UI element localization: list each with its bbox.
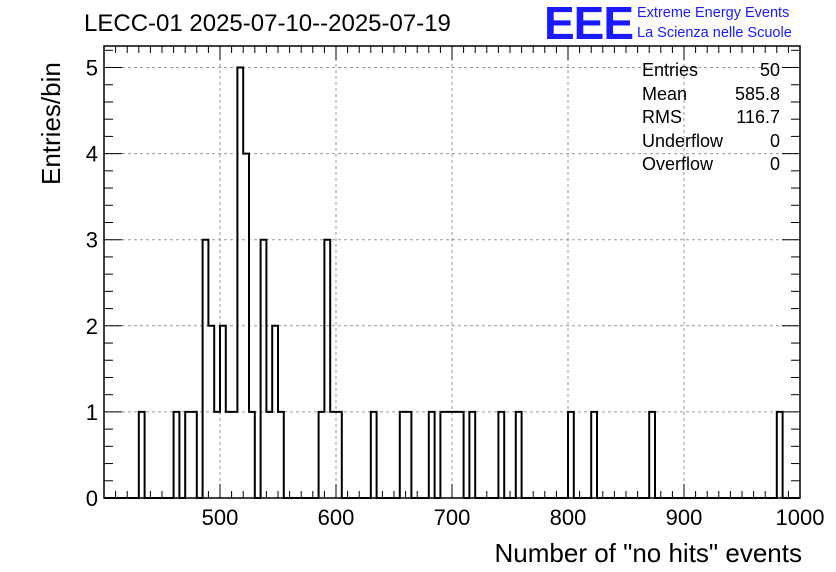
stat-row-overflow: Overflow 0: [642, 153, 780, 177]
x-tick-label: 900: [666, 505, 703, 530]
stat-value: 585.8: [734, 83, 780, 104]
eee-logo-line2: La Scienza nelle Scuole: [637, 25, 792, 41]
x-axis-label: Number of "no hits" events: [494, 538, 803, 568]
eee-logo-line1: Extreme Energy Events: [637, 5, 790, 21]
histogram-bin: [266, 412, 272, 498]
histogram-bin: [226, 412, 232, 498]
stat-label: RMS: [642, 107, 682, 127]
stat-row-rms: RMS 116.7: [642, 106, 780, 130]
x-tick-label: 500: [202, 505, 239, 530]
y-axis-label: Entries/bin: [36, 62, 66, 185]
stat-value: 50: [759, 60, 780, 80]
stat-label: Underflow: [642, 130, 724, 151]
stat-row-underflow: Underflow 0: [642, 130, 780, 154]
y-tick-label: 5: [86, 56, 98, 81]
stat-value: 116.7: [736, 107, 780, 127]
stat-label: Overflow: [642, 154, 714, 174]
stat-row-mean: Mean 585.8: [642, 83, 780, 107]
y-tick-label: 4: [86, 142, 98, 167]
eee-logo: EEE: [544, 0, 634, 49]
eee-logo-text: Extreme Energy Events La Scienza nelle S…: [637, 3, 792, 43]
stats-box: Entries 50 Mean 585.8 RMS 116.7 Underflo…: [642, 59, 780, 177]
histogram-bin: [330, 412, 336, 498]
histogram-bin: [446, 412, 452, 498]
y-tick-label: 0: [86, 486, 98, 511]
chart-title: LECC-01 2025-07-10--2025-07-19: [84, 10, 451, 37]
y-tick-label: 1: [86, 400, 98, 425]
stat-value: 0: [769, 130, 780, 151]
stat-row-entries: Entries 50: [642, 59, 780, 83]
y-tick-label: 2: [86, 314, 98, 339]
x-tick-label: 600: [318, 505, 355, 530]
x-tick-label: 1000: [776, 505, 825, 530]
x-tick-label: 700: [434, 505, 471, 530]
histogram-bin: [214, 412, 220, 498]
axis-ticks: [103, 46, 801, 499]
x-tick-label: 800: [550, 505, 587, 530]
stat-label: Mean: [642, 83, 688, 104]
stat-label: Entries: [642, 60, 699, 80]
y-tick-label: 3: [86, 228, 98, 253]
stat-value: 0: [769, 154, 780, 174]
histogram-bin: [452, 412, 458, 498]
histogram-bin: [232, 412, 238, 498]
